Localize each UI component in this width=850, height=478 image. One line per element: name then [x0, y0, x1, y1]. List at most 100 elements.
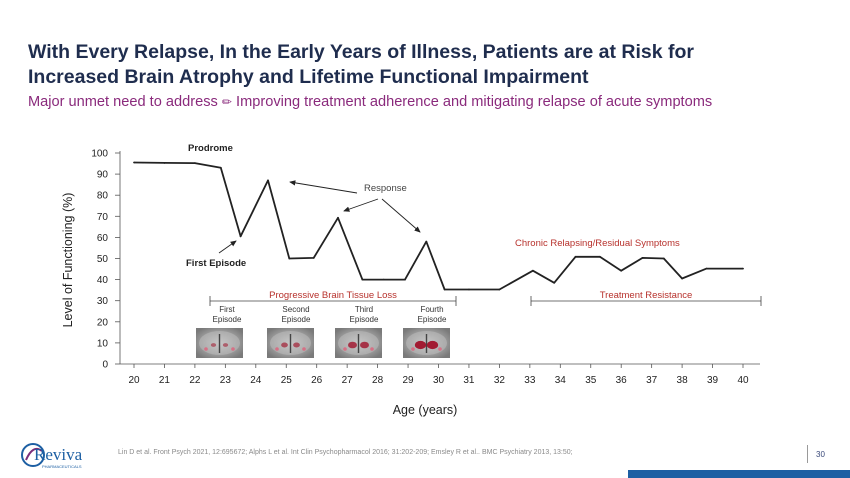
series-point [574, 255, 577, 258]
brain-scan-row [196, 328, 450, 358]
y-axis-title: Level of Functioning (%) [61, 193, 75, 328]
episode-label-line2: Episode [350, 315, 379, 324]
subtitle-after: Improving treatment adherence and mitiga… [236, 94, 713, 110]
annotation-chronic: Chronic Relapsing/Residual Symptoms [515, 238, 680, 249]
series-point [425, 240, 428, 243]
episode-label-line2: Episode [213, 315, 242, 324]
arrow-response-2 [343, 198, 379, 212]
y-tick-label: 70 [97, 212, 109, 223]
x-tick-label: 28 [372, 375, 384, 386]
series-point [361, 278, 364, 281]
y-tick-label: 100 [91, 149, 108, 160]
series-point [498, 288, 501, 291]
series-point [312, 256, 315, 259]
series-point [598, 255, 601, 258]
series-point [443, 288, 446, 291]
x-tick-label: 24 [250, 375, 262, 386]
slide-subtitle: Major unmet need to address ✏ Improving … [28, 94, 838, 110]
series-point [382, 278, 385, 281]
series-group [133, 161, 744, 291]
x-tick-label: 26 [311, 375, 323, 386]
x-tick-label: 32 [494, 375, 506, 386]
x-tick-label: 38 [677, 375, 689, 386]
x-tick-label: 36 [616, 375, 628, 386]
x-tick-label: 35 [585, 375, 597, 386]
bracket-annotations: Progressive Brain Tissue Loss Treatment R… [209, 290, 762, 324]
chart-axes: 0 10 20 30 40 50 60 70 80 90 100 20 21 22 23 24 25 26 27 28… [61, 149, 760, 417]
annotation-first-episode: First Episode [186, 258, 246, 269]
series-point [641, 256, 644, 259]
series-point [288, 257, 291, 260]
y-tick-label: 10 [97, 338, 109, 349]
page-separator [807, 445, 808, 463]
svg-text:PHARMACEUTICALS: PHARMACEUTICALS [42, 464, 82, 469]
episode-label-line2: Episode [282, 315, 311, 324]
references-text: Lin D et al. Front Psych 2021, 12:695672… [118, 449, 573, 456]
series-point [219, 166, 222, 169]
annotation-response: Response [364, 183, 407, 194]
x-tick-label: 39 [707, 375, 719, 386]
y-tick-label: 90 [97, 170, 109, 181]
title-line-1: With Every Relapse, In the Early Years o… [28, 41, 694, 63]
x-tick-label: 25 [281, 375, 293, 386]
x-tick-label: 21 [159, 375, 171, 386]
series-point [133, 161, 135, 164]
x-tick-label: 37 [646, 375, 658, 386]
reviva-logo: Reviva PHARMACEUTICALS [21, 443, 83, 469]
y-tick-label: 0 [102, 360, 108, 371]
x-tick-label: 27 [342, 375, 354, 386]
arrow-response-1 [289, 180, 358, 194]
brain-scan-image [267, 328, 314, 358]
x-tick-label: 34 [555, 375, 567, 386]
episode-label-line1: First [219, 305, 235, 314]
series-point [620, 269, 623, 272]
slide-title: With Every Relapse, In the Early Years o… [28, 40, 828, 90]
episode-label-line2: Episode [418, 315, 447, 324]
series-point [705, 267, 708, 270]
pencil-icon: ✏ [221, 95, 232, 109]
y-tick-label: 30 [97, 296, 109, 307]
x-tick-label: 29 [402, 375, 414, 386]
series-point [267, 179, 269, 182]
series-point [662, 257, 665, 260]
x-tick-label: 40 [737, 375, 749, 386]
y-tick-label: 20 [97, 317, 109, 328]
x-tick-label: 23 [220, 375, 232, 386]
series-point [163, 162, 166, 164]
brain-scan-image [196, 328, 243, 358]
page-number: 30 [816, 450, 825, 459]
annotation-prodrome: Prodrome [188, 143, 233, 154]
series-point [194, 162, 196, 165]
brain-scan-image [403, 328, 450, 358]
annotation-progressive: Progressive Brain Tissue Loss [269, 290, 397, 301]
series-point [404, 278, 406, 281]
y-tick-label: 80 [97, 191, 109, 202]
x-axis-title: Age (years) [393, 403, 458, 417]
y-tick-label: 40 [97, 275, 109, 286]
series-point [531, 269, 534, 272]
series-point [468, 288, 470, 291]
brain-scan-image [335, 328, 382, 358]
episode-label-line1: Fourth [420, 305, 443, 314]
annotation-group: Prodrome First Episode Response Chronic Rel… [186, 143, 680, 269]
series-line [133, 161, 743, 291]
episode-label-line1: Second [282, 305, 309, 314]
svg-text:Reviva: Reviva [34, 445, 83, 464]
annotation-resistance: Treatment Resistance [600, 290, 693, 301]
title-line-2: Increased Brain Atrophy and Lifetime Fun… [28, 66, 589, 88]
subtitle-before: Major unmet need to address [28, 94, 218, 110]
series-point [553, 281, 556, 284]
arrow-response-3 [381, 198, 421, 233]
y-tick-label: 60 [97, 233, 109, 244]
episode-label-line1: Third [355, 305, 373, 314]
x-tick-label: 33 [524, 375, 536, 386]
series-point [239, 235, 242, 238]
bottom-accent-bar [628, 470, 850, 478]
arrow-first-episode [218, 240, 237, 254]
series-point [742, 267, 744, 270]
series-point [337, 216, 339, 219]
x-tick-label: 20 [128, 375, 140, 386]
x-tick-label: 30 [433, 375, 445, 386]
x-tick-label: 31 [463, 375, 475, 386]
